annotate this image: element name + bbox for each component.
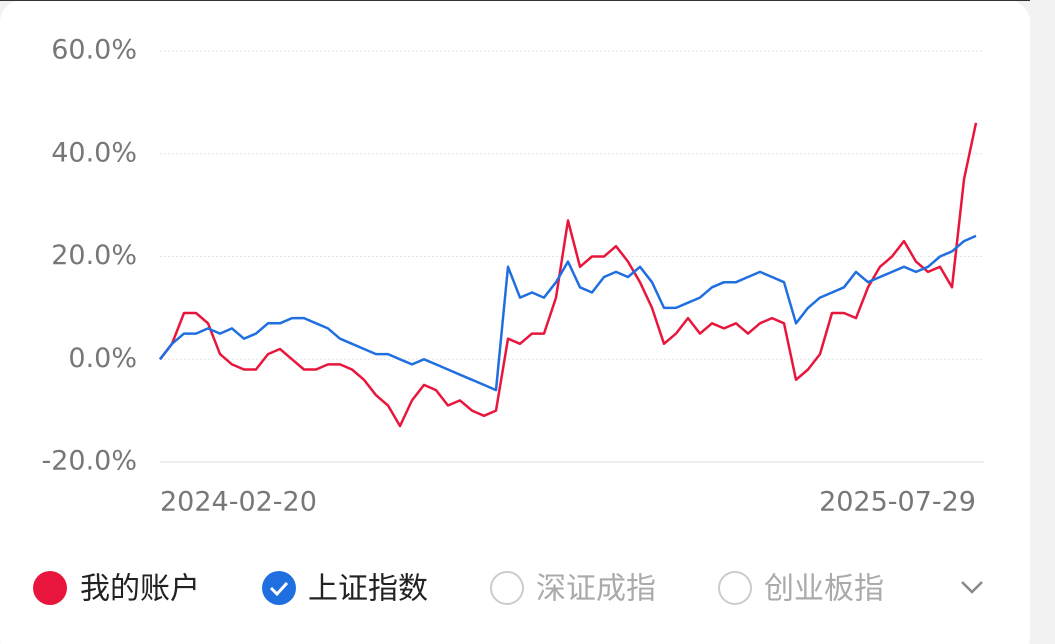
legend-item[interactable]: 深证成指 bbox=[490, 571, 656, 607]
legend-swatch bbox=[490, 571, 524, 605]
y-tick-label: 0.0% bbox=[68, 343, 137, 374]
y-tick-label: 40.0% bbox=[51, 137, 137, 168]
check-icon bbox=[269, 581, 289, 597]
y-tick-label: 20.0% bbox=[51, 240, 137, 271]
series-line bbox=[159, 234, 977, 392]
legend-label: 我的账户 bbox=[80, 572, 200, 607]
legend-label: 创业板指 bbox=[764, 572, 884, 607]
legend-item[interactable]: 我的账户 bbox=[33, 571, 200, 607]
legend: 我的账户 上证指数 深证成指 创业板指 bbox=[33, 571, 983, 607]
legend-swatch bbox=[262, 571, 296, 605]
x-tick-label: 2024-02-20 bbox=[160, 487, 317, 518]
legend-item[interactable]: 上证指数 bbox=[262, 571, 428, 607]
y-tick-label: -20.0% bbox=[41, 446, 137, 477]
legend-label: 上证指数 bbox=[308, 572, 428, 607]
x-tick-label: 2025-07-29 bbox=[819, 487, 976, 518]
expand-icon[interactable] bbox=[961, 581, 983, 594]
legend-swatch bbox=[718, 571, 752, 605]
legend-swatch bbox=[33, 571, 67, 605]
legend-label: 深证成指 bbox=[536, 572, 656, 607]
y-tick-label: 60.0% bbox=[51, 35, 137, 66]
legend-item[interactable]: 创业板指 bbox=[718, 571, 884, 607]
card bbox=[0, 0, 1030, 644]
series-line bbox=[159, 122, 978, 428]
